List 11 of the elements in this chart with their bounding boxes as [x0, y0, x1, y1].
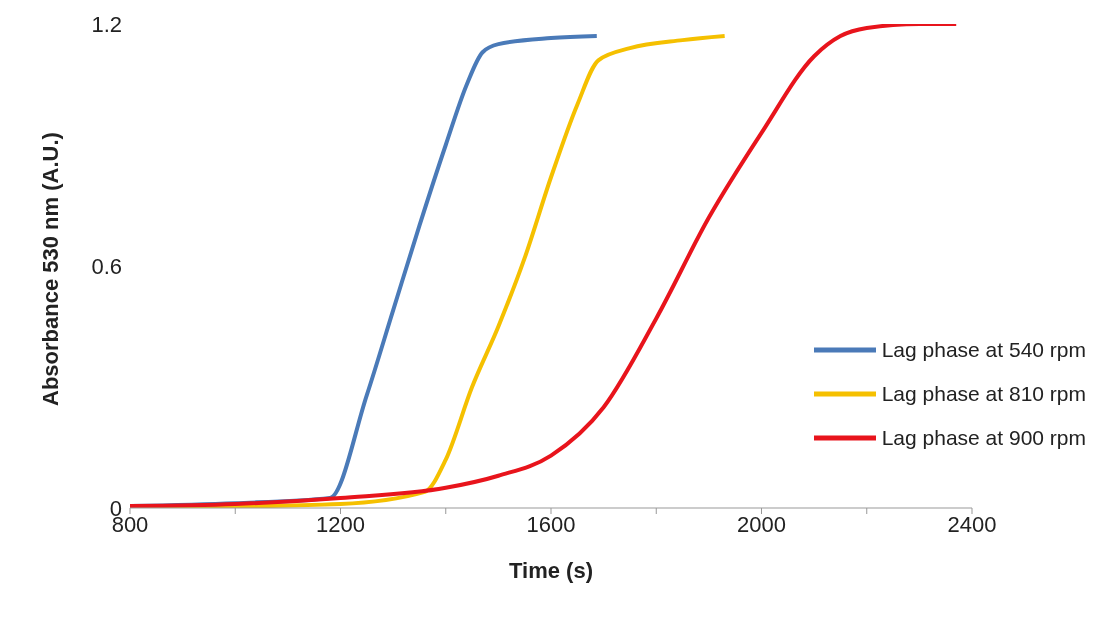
x-tick-label: 2400	[947, 511, 997, 537]
x-tick-label: 2000	[737, 511, 786, 537]
y-tick-label: 0.6	[91, 253, 122, 279]
legend-label: Lag phase at 810 rpm	[881, 382, 1086, 406]
y-tick-label: 1.2	[91, 11, 122, 37]
x-tick-label: 1600	[526, 511, 576, 537]
x-axis-title: Time (s)	[509, 558, 593, 583]
legend-label: Lag phase at 540 rpm	[881, 338, 1086, 362]
y-axis-title: Absorbance 530 nm (A.U.)	[37, 132, 63, 406]
legend-label: Lag phase at 900 rpm	[881, 426, 1086, 450]
x-tick-label: 1200	[316, 511, 365, 537]
